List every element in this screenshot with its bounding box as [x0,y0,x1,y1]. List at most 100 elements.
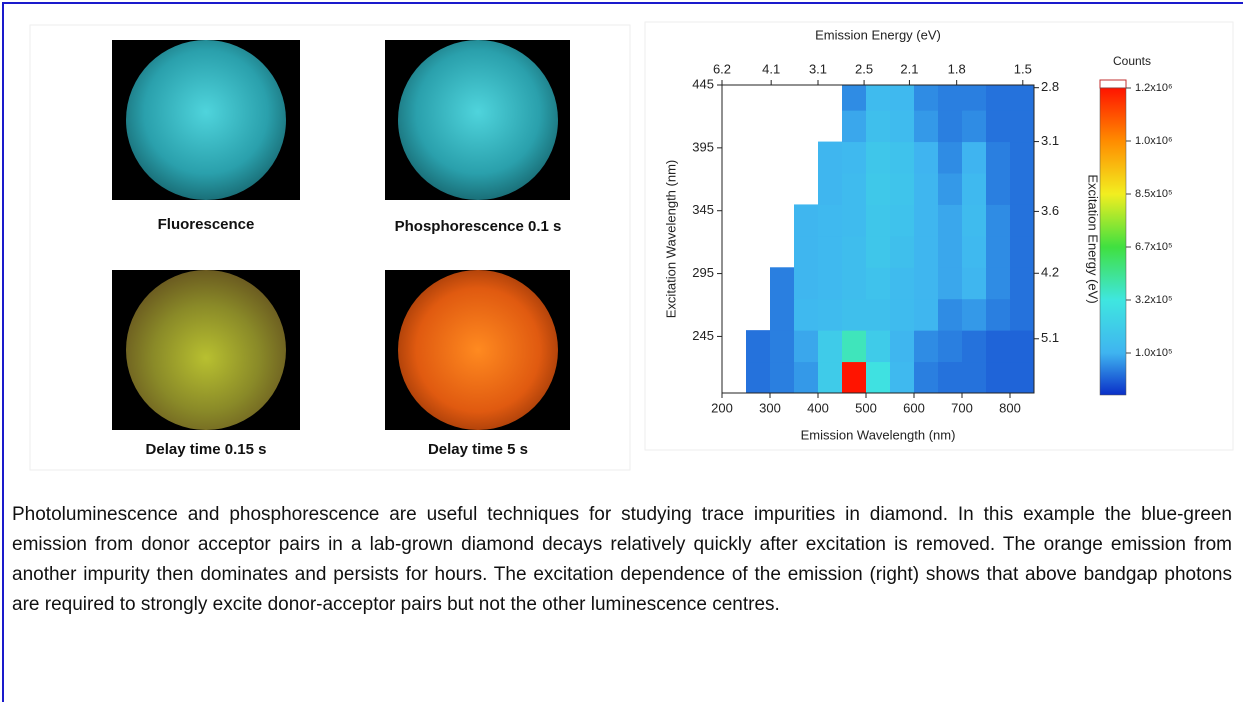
heat-cell [962,299,987,331]
y2-tick-label: 5.1 [1041,330,1059,345]
heat-cell [986,110,1011,142]
heat-cell [986,267,1011,299]
y2-tick-label: 2.8 [1041,79,1059,94]
x2-tick-label: 1.5 [1014,61,1032,76]
heat-cell [938,299,963,331]
heat-cell [842,267,867,299]
colorbar [1100,88,1126,395]
x2-axis-title: Emission Energy (eV) [815,27,941,42]
heat-cell [962,330,987,362]
heat-cell [914,362,939,394]
x2-tick-label: 4.1 [762,61,780,76]
heat-cell [866,204,891,236]
heat-cell [794,267,819,299]
heat-cell [1010,204,1035,236]
photo-diamond [398,40,558,200]
x-tick-label: 200 [711,400,733,415]
heat-cell [890,204,915,236]
heat-cell [818,142,843,174]
heat-cell [842,204,867,236]
heat-cell [938,362,963,394]
heat-cell [866,236,891,268]
heat-cell [914,236,939,268]
heat-cell [1010,173,1035,205]
x2-tick-label: 1.8 [948,61,966,76]
heat-cell [1010,110,1035,142]
heat-cell [842,236,867,268]
heat-cell [938,173,963,205]
x-tick-label: 300 [759,400,781,415]
heat-cell [1010,267,1035,299]
heat-cell [914,204,939,236]
colorbar-tick-label: 1.0x10⁶ [1135,135,1173,147]
heat-cell [890,110,915,142]
x-axis-title: Emission Wavelength (nm) [801,427,956,442]
heat-cell [794,362,819,394]
heat-cell [770,362,795,394]
heat-cell [938,236,963,268]
heat-cell [938,330,963,362]
y2-axis-title: Excitation Energy (eV) [1086,174,1101,303]
body-text: Photoluminescence and phosphorescence ar… [12,500,1232,620]
heat-cell [1010,362,1035,394]
heat-cell [866,330,891,362]
colorbar-title: Counts [1113,54,1151,68]
x-tick-label: 400 [807,400,829,415]
heat-cell [842,362,867,394]
heat-cell [746,362,771,394]
heat-cell [914,299,939,331]
heat-cell [914,110,939,142]
heat-cell [986,299,1011,331]
heat-cell [986,173,1011,205]
heat-cell [794,330,819,362]
heat-cell [938,204,963,236]
heat-cell [818,362,843,394]
heat-cell [938,142,963,174]
heat-cell [866,173,891,205]
heat-cell [962,236,987,268]
colorbar-tick-label: 3.2x10⁵ [1135,294,1173,306]
colorbar-tick-label: 6.7x10⁵ [1135,241,1173,253]
heat-cell [818,299,843,331]
heat-cell [1010,299,1035,331]
heat-cell [770,299,795,331]
heat-cell [818,236,843,268]
heat-cell [818,267,843,299]
heat-cell [890,142,915,174]
x2-tick-label: 6.2 [713,61,731,76]
heat-cell [818,204,843,236]
heat-cell [938,110,963,142]
y-axis-title: Excitation Wavelength (nm) [663,160,678,318]
photo-caption: Fluorescence [158,216,255,233]
page: Fluorescence Phosphorescence 0.1 s Delay… [0,0,1243,702]
heat-cell [866,110,891,142]
heat-cell [1010,330,1035,362]
heat-cell [842,110,867,142]
y2-tick-label: 4.2 [1041,265,1059,280]
heat-cell [986,362,1011,394]
heat-cell [890,267,915,299]
heat-cell [890,362,915,394]
photo-caption: Phosphorescence 0.1 s [395,218,562,235]
photo-diamond [398,270,558,430]
x-tick-label: 600 [903,400,925,415]
heat-cell [794,236,819,268]
heat-cell [890,236,915,268]
heat-cell [842,142,867,174]
heat-cell [986,236,1011,268]
heat-cell [866,362,891,394]
heat-cell [890,173,915,205]
heat-cell [914,142,939,174]
heat-cell [962,204,987,236]
colorbar-tick-label: 8.5x10⁵ [1135,188,1173,200]
y-tick-label: 345 [692,202,714,217]
heat-cell [962,110,987,142]
heat-cell [962,362,987,394]
heat-cell [914,267,939,299]
heat-cell [818,330,843,362]
x-tick-label: 700 [951,400,973,415]
heat-cell [890,330,915,362]
heat-cell [770,330,795,362]
photo-diamond [126,40,286,200]
y-tick-label: 245 [692,328,714,343]
